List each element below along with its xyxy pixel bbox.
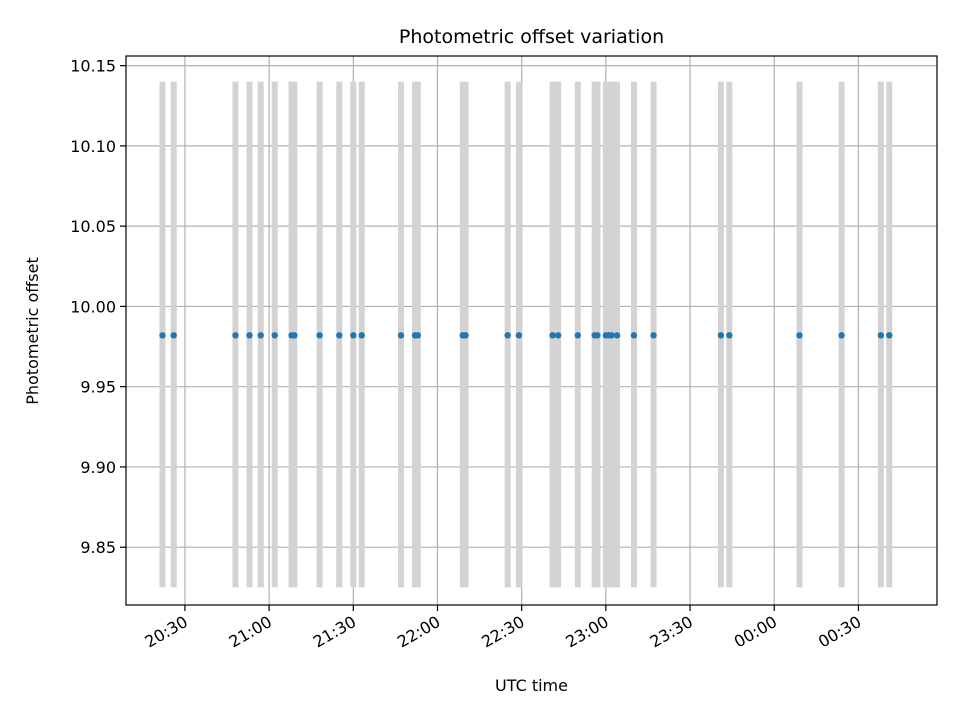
y-axis-label: Photometric offset: [23, 257, 42, 405]
data-point: [414, 332, 422, 339]
y-tick-label: 10.00: [70, 297, 116, 316]
data-point: [574, 332, 582, 339]
data-point: [159, 332, 166, 339]
data-point: [515, 332, 523, 339]
data-point: [397, 332, 405, 339]
data-point: [608, 332, 615, 339]
data-point: [630, 332, 638, 339]
data-point: [316, 332, 323, 339]
y-tick-label: 9.90: [80, 458, 116, 477]
data-point: [257, 332, 264, 339]
x-axis-label: UTC time: [495, 676, 568, 695]
y-tick-label: 9.95: [80, 378, 116, 397]
y-tick-label: 9.85: [80, 538, 116, 557]
data-point: [504, 332, 511, 339]
data-point: [291, 332, 298, 339]
data-point: [554, 332, 562, 339]
y-tick-label: 10.15: [70, 57, 116, 76]
data-point: [796, 332, 803, 339]
data-point: [717, 332, 725, 339]
data-point: [726, 332, 733, 339]
data-point: [886, 332, 893, 339]
data-point: [838, 332, 845, 339]
data-point: [650, 332, 657, 339]
data-point: [246, 332, 253, 339]
data-point: [271, 332, 278, 339]
y-tick-label: 10.05: [70, 217, 116, 236]
data-point: [613, 332, 621, 339]
data-point: [594, 332, 601, 339]
axes-frame: [125, 55, 938, 606]
data-point: [232, 332, 239, 339]
chart-title: Photometric offset variation: [399, 26, 664, 48]
y-tick-label: 10.10: [70, 137, 116, 156]
data-point: [877, 332, 885, 339]
data-point: [549, 332, 556, 339]
data-point: [350, 332, 357, 339]
data-point: [358, 332, 365, 339]
data-point: [462, 332, 469, 339]
data-point: [170, 332, 177, 339]
data-point: [336, 332, 343, 339]
